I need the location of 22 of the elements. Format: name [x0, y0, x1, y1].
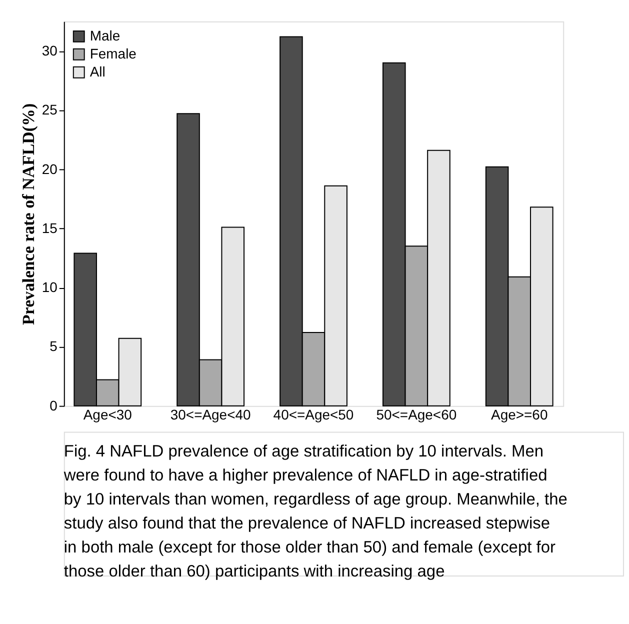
x-tick-label: 50<=Age<60 [376, 406, 457, 422]
legend-label: Female [90, 45, 137, 62]
text: by 10 intervals than women, regardless of age group. Meanwhile, the [64, 490, 568, 509]
x-tick-label: Age>=60 [491, 406, 548, 422]
y-axis-title: Prevalence rate of NAFLD(%) [18, 103, 38, 325]
text: were found to have a higher prevalence of NAFLD in age-stratified [62, 466, 548, 485]
y-tick-label: 0 [50, 397, 58, 414]
y-tick-label: 10 [42, 279, 58, 296]
x-tick-label: 40<=Age<50 [273, 406, 354, 422]
text: those older than 60) participants with increasing age [64, 562, 445, 581]
y-tick-label: 5 [50, 338, 58, 354]
text: study also found that the prevalence of NAFLD increased stepwise [64, 514, 550, 533]
caption: Fig. 4 NAFLD prevalence of age stratification by 10 intervals. Men [64, 442, 544, 461]
x-tick-label: Age<30 [83, 406, 132, 422]
legend-label: Male [90, 27, 120, 44]
y-tick-label: 30 [42, 42, 58, 58]
legend-label: All [90, 63, 106, 80]
y-tick-label: 25 [42, 102, 58, 118]
x-tick-label: 30<=Age<40 [170, 406, 252, 422]
y-tick-label: 15 [42, 220, 58, 236]
y-tick-label: 20 [42, 160, 58, 177]
text: in both male (except for those older than 50) and female (except for [64, 538, 556, 557]
